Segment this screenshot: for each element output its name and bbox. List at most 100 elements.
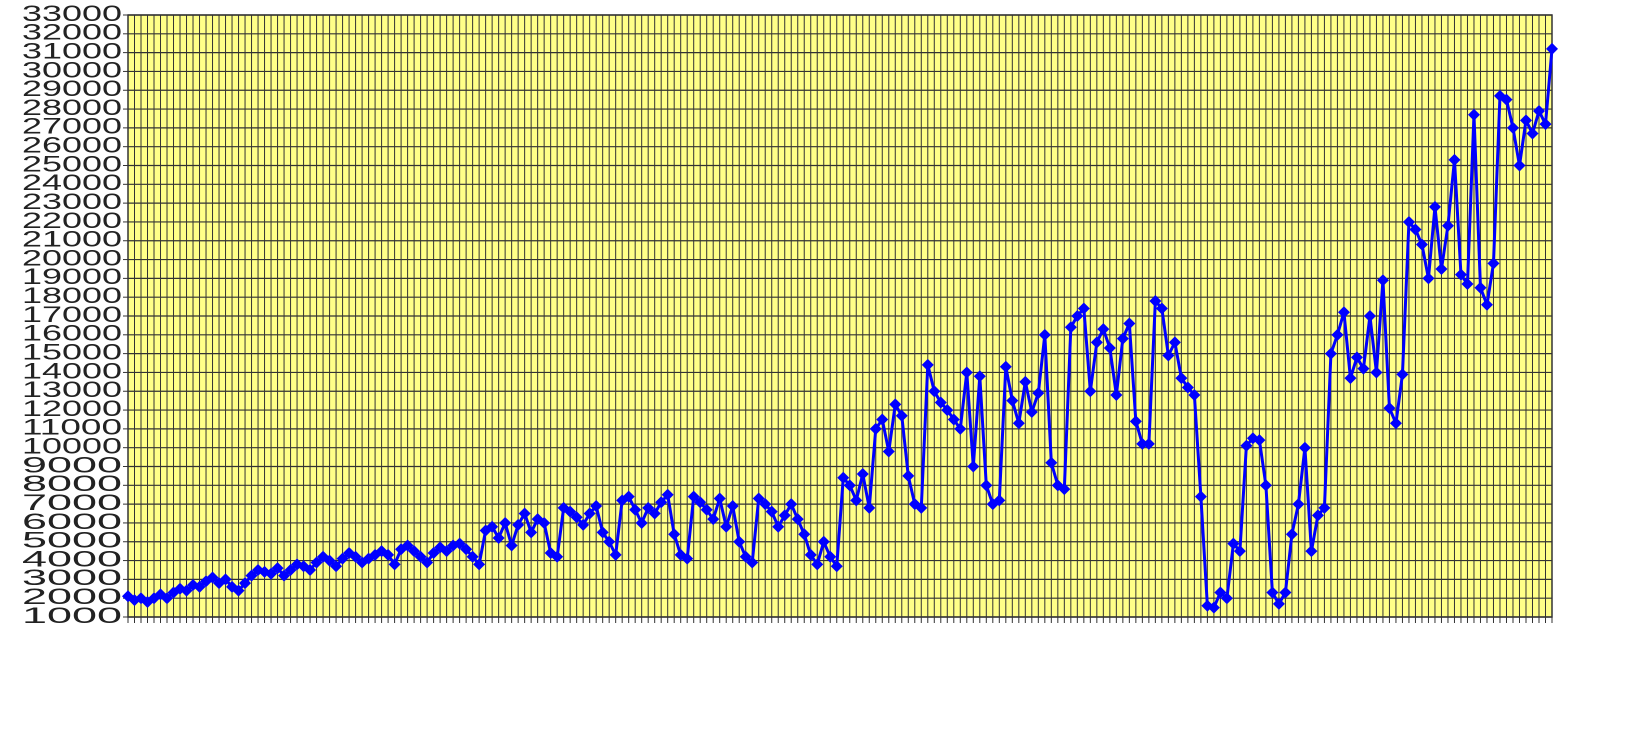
point-marker [980,479,993,492]
point-marker [772,520,785,533]
y-tick-label: 31000 [22,38,122,63]
point-marker [1019,375,1032,388]
point-marker [1389,417,1402,430]
point-marker [947,413,960,426]
y-tick-label: 9000 [22,452,122,477]
y-tick-label: 1000 [22,603,122,628]
point-marker [869,422,882,435]
point-marker [1363,310,1376,322]
point-marker [486,520,499,533]
point-marker [609,548,622,561]
point-marker [1064,321,1077,334]
point-marker [798,528,811,541]
point-marker [1415,238,1428,251]
point-marker [1324,347,1337,360]
point-marker [1428,200,1441,213]
point-marker [232,584,245,597]
point-marker [1467,108,1480,121]
point-marker [1110,389,1123,402]
point-marker [882,445,895,458]
point-marker [622,490,635,503]
point-marker [1084,385,1097,398]
point-marker [1220,592,1233,605]
point-marker [427,547,440,560]
point-marker [1350,351,1363,364]
point-marker [538,516,551,529]
point-marker [1136,437,1149,450]
point-marker [382,548,395,561]
point-marker [791,513,804,526]
point-marker [759,498,772,511]
point-marker [934,396,947,409]
point-marker [518,507,531,520]
point-marker [1045,456,1058,469]
point-marker [1487,257,1500,270]
point-marker [512,518,525,531]
y-tick-label: 19000 [22,264,122,289]
y-tick-label: 30000 [22,57,122,82]
y-tick-label: 33000 [22,1,122,26]
point-marker [1454,268,1467,281]
point-marker [551,550,564,563]
point-marker [596,526,609,539]
point-marker [1285,528,1298,541]
y-tick-label: 11000 [22,415,122,440]
point-marker [219,573,232,586]
point-marker [1506,121,1519,134]
point-marker [603,535,616,548]
point-marker [687,490,700,503]
point-marker [284,563,297,576]
point-marker [811,558,824,571]
point-marker [720,520,733,533]
point-marker [993,494,1006,507]
point-marker [499,516,512,529]
point-marker [1025,405,1038,418]
point-marker [1129,415,1142,428]
point-marker [1500,93,1513,106]
point-marker [1090,336,1103,349]
point-marker [1097,323,1110,336]
point-marker [265,567,278,580]
point-marker [193,580,206,593]
point-marker [1519,114,1532,127]
point-marker [817,535,830,548]
point-marker [863,501,876,514]
point-marker [570,511,583,524]
point-marker [837,471,850,484]
point-marker [973,370,986,383]
point-marker [902,469,915,482]
point-marker [1376,274,1389,287]
point-marker [1448,153,1461,166]
point-marker [1344,372,1357,385]
y-tick-label: 17000 [22,302,122,327]
y-tick-label: 12000 [22,396,122,421]
point-marker [1311,509,1324,522]
point-marker [915,501,928,514]
point-marker [1071,310,1084,322]
point-marker [1305,545,1318,558]
point-marker [1149,294,1162,307]
point-marker [1383,402,1396,415]
point-marker [1214,586,1227,599]
point-marker [1233,545,1246,558]
point-marker [1441,219,1454,232]
y-tick-label: 25000 [22,151,122,176]
point-marker [590,500,603,513]
y-tick-label: 7000 [22,490,122,515]
point-marker [1435,262,1448,275]
point-marker [460,543,473,556]
point-marker [564,505,577,518]
point-marker [278,569,291,582]
point-marker [1370,366,1383,379]
point-marker [1162,349,1175,362]
point-marker [466,550,479,563]
point-marker [1480,298,1493,311]
point-marker [408,545,421,558]
point-marker [1227,537,1240,550]
point-marker [1142,437,1155,450]
point-marker [843,479,856,492]
point-marker [629,503,642,516]
y-tick-label: 13000 [22,377,122,402]
point-marker [583,507,596,520]
point-marker [453,537,466,550]
